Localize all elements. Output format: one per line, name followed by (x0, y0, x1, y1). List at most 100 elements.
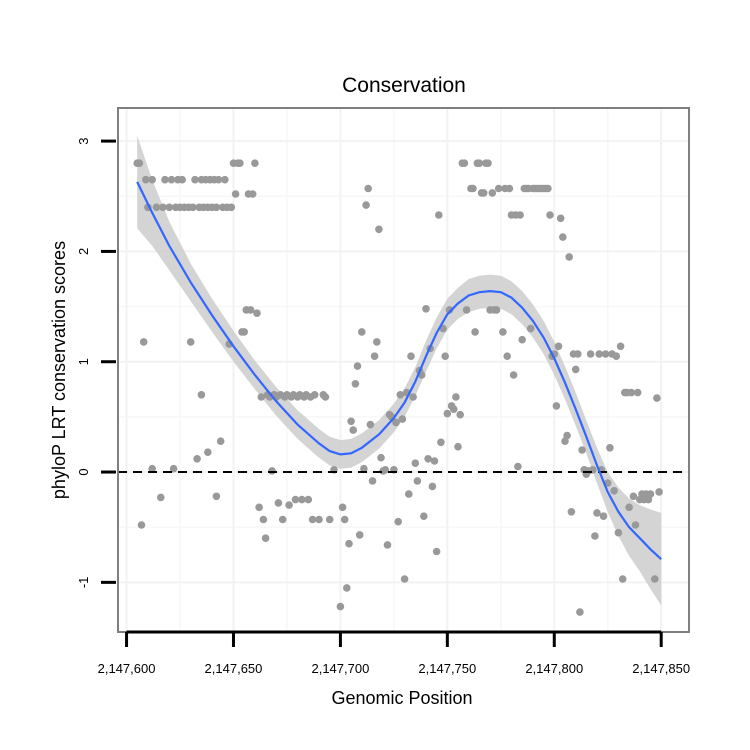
data-point (340, 515, 349, 524)
chart-title: Conservation (342, 74, 466, 97)
data-point (364, 184, 373, 193)
data-point (381, 466, 390, 474)
data-point (304, 495, 313, 504)
data-point (360, 464, 368, 473)
data-point (563, 431, 571, 440)
data-point (407, 352, 415, 361)
data-point (167, 175, 176, 184)
data-point (450, 405, 458, 414)
data-point (355, 531, 364, 539)
data-point (336, 602, 345, 611)
data-point (432, 547, 441, 556)
plot-frame (117, 107, 690, 633)
data-point (315, 515, 323, 524)
data-point (197, 391, 206, 399)
data-point (248, 190, 257, 198)
data-point (137, 521, 146, 529)
data-point (345, 539, 353, 548)
data-point (593, 509, 601, 517)
data-point (514, 462, 522, 471)
data-point (308, 515, 317, 524)
data-point (503, 352, 512, 361)
data-point (606, 444, 614, 452)
x-tick-label: 2,147,700 (311, 661, 369, 676)
data-point (454, 442, 462, 451)
y-axis-label: phyloP LRT conservation scores (49, 241, 69, 499)
data-point (469, 184, 477, 193)
data-point (627, 388, 636, 397)
data-point (394, 517, 403, 526)
data-point (405, 490, 413, 498)
data-point (565, 253, 573, 261)
data-point (161, 175, 169, 184)
data-point (631, 521, 640, 529)
data-point (462, 306, 471, 314)
data-point (358, 328, 366, 336)
x-tick-label: 2,147,600 (98, 661, 156, 676)
data-point (291, 495, 300, 504)
data-point (445, 306, 454, 314)
data-point (148, 175, 156, 184)
data-point (227, 203, 236, 212)
data-point (559, 233, 567, 241)
data-point (633, 388, 642, 397)
data-point (373, 338, 381, 346)
data-point (437, 438, 445, 447)
data-point (343, 584, 351, 592)
data-point (152, 203, 161, 212)
data-point (298, 495, 306, 504)
smooth-line (136, 181, 662, 561)
data-point (347, 417, 355, 426)
data-point (479, 189, 488, 197)
data-point (268, 467, 276, 475)
data-point (139, 338, 148, 346)
data-point (424, 455, 432, 463)
data-point (610, 487, 618, 495)
data-point (274, 499, 283, 507)
data-point (148, 464, 156, 473)
data-point (191, 175, 199, 184)
data-point (409, 393, 417, 401)
data-point (567, 508, 576, 516)
data-point (546, 211, 554, 219)
data-point (349, 426, 358, 434)
data-point (526, 324, 535, 333)
data-point (204, 448, 212, 457)
data-point (338, 503, 347, 512)
data-point (178, 175, 186, 184)
data-point (259, 515, 268, 524)
data-point (430, 457, 439, 465)
data-point (321, 393, 330, 401)
data-point (212, 203, 221, 212)
data-point (509, 371, 518, 379)
y-tick-label: 3 (76, 137, 91, 144)
data-point (443, 409, 452, 418)
data-point (278, 515, 287, 524)
data-point (413, 477, 422, 485)
data-point (255, 503, 263, 512)
data-point (368, 477, 377, 485)
data-point (629, 492, 638, 501)
data-point (135, 159, 144, 167)
data-point (614, 528, 623, 537)
data-point (460, 159, 469, 167)
data-point (618, 575, 627, 583)
y-tick-label: 2 (76, 248, 91, 255)
data-point (392, 418, 400, 427)
data-point (544, 184, 552, 193)
data-point (625, 503, 633, 512)
data-point (212, 492, 221, 501)
x-tick-label: 2,147,750 (418, 661, 476, 676)
data-point (471, 328, 479, 336)
data-point (653, 394, 661, 402)
data-point (586, 350, 595, 358)
data-point (353, 362, 362, 370)
data-point (253, 309, 261, 318)
y-tick-label: 0 (76, 468, 91, 475)
data-point (193, 455, 201, 463)
y-tick-label: -1 (76, 577, 91, 589)
data-point (420, 512, 428, 520)
data-point (236, 159, 244, 167)
data-point (186, 338, 195, 346)
